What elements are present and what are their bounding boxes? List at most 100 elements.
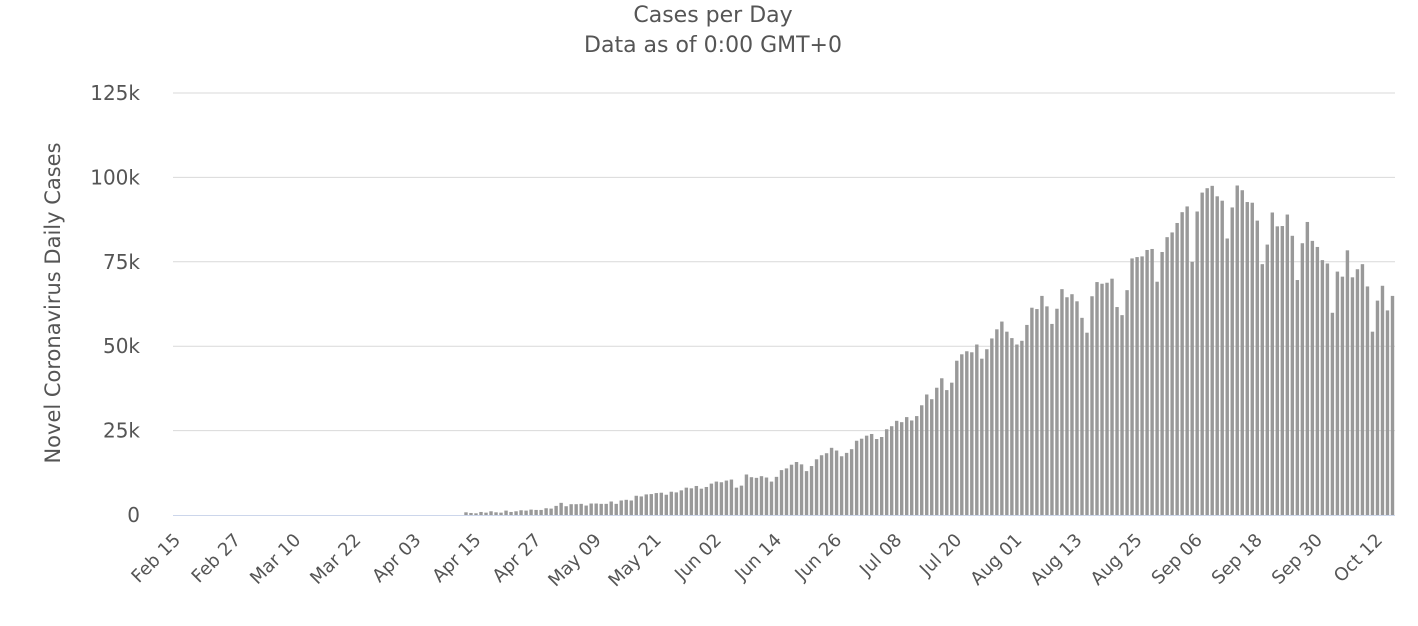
bar[interactable] <box>1345 250 1350 515</box>
bar[interactable] <box>1220 200 1224 515</box>
bar[interactable] <box>674 492 679 515</box>
bar[interactable] <box>1030 307 1034 515</box>
bar[interactable] <box>754 477 759 515</box>
bar[interactable] <box>1290 235 1295 516</box>
bar[interactable] <box>809 466 814 515</box>
bar[interactable] <box>739 485 744 515</box>
bar[interactable] <box>1350 277 1355 515</box>
bar[interactable] <box>1355 269 1360 515</box>
bar[interactable] <box>549 508 553 515</box>
bar[interactable] <box>554 505 558 515</box>
bar[interactable] <box>1285 214 1290 516</box>
bar[interactable] <box>935 387 939 515</box>
bar[interactable] <box>1380 285 1385 515</box>
bar[interactable] <box>1155 281 1159 515</box>
bar[interactable] <box>1105 282 1109 515</box>
bar[interactable] <box>940 378 944 515</box>
bar[interactable] <box>1340 276 1345 515</box>
bar[interactable] <box>1365 286 1370 515</box>
bar[interactable] <box>1140 256 1144 515</box>
bar[interactable] <box>659 492 664 515</box>
bar[interactable] <box>729 479 734 515</box>
bar[interactable] <box>764 477 769 515</box>
bar[interactable] <box>839 456 844 515</box>
bar[interactable] <box>574 504 578 515</box>
bar[interactable] <box>1150 248 1154 515</box>
bar[interactable] <box>1315 246 1320 515</box>
bar[interactable] <box>1190 261 1194 515</box>
bar[interactable] <box>604 503 608 515</box>
bar[interactable] <box>1065 297 1069 515</box>
bar[interactable] <box>970 352 974 515</box>
bar[interactable] <box>975 344 979 515</box>
bar[interactable] <box>1370 331 1375 515</box>
bar[interactable] <box>1060 289 1064 515</box>
bar[interactable] <box>1145 249 1149 516</box>
bar[interactable] <box>910 420 914 515</box>
bar[interactable] <box>679 490 684 515</box>
bar[interactable] <box>859 438 864 515</box>
bar[interactable] <box>559 502 563 515</box>
bar[interactable] <box>544 508 548 515</box>
bar[interactable] <box>724 480 729 515</box>
bar[interactable] <box>699 488 704 515</box>
bar[interactable] <box>589 503 593 515</box>
bar[interactable] <box>579 503 583 515</box>
bar[interactable] <box>1180 212 1184 516</box>
bar[interactable] <box>1270 212 1275 515</box>
bar[interactable] <box>1245 202 1249 516</box>
bar[interactable] <box>469 512 473 515</box>
bar[interactable] <box>1390 295 1395 515</box>
bar[interactable] <box>1210 185 1214 515</box>
bar[interactable] <box>704 486 709 515</box>
bar[interactable] <box>759 476 764 515</box>
bar[interactable] <box>899 422 904 515</box>
bar[interactable] <box>1230 207 1234 515</box>
bar[interactable] <box>584 505 588 515</box>
bar[interactable] <box>814 459 819 515</box>
bar[interactable] <box>829 447 834 515</box>
bar[interactable] <box>1300 243 1305 516</box>
bar[interactable] <box>719 482 724 515</box>
bar[interactable] <box>930 399 934 515</box>
bar[interactable] <box>634 495 638 515</box>
bar[interactable] <box>925 394 929 515</box>
bar[interactable] <box>774 476 779 515</box>
bar[interactable] <box>1160 252 1164 515</box>
bar[interactable] <box>920 405 924 515</box>
bar[interactable] <box>629 500 633 515</box>
bar[interactable] <box>1020 340 1024 515</box>
bar[interactable] <box>804 471 809 515</box>
bar[interactable] <box>1120 315 1124 515</box>
bar[interactable] <box>1075 301 1079 515</box>
bar[interactable] <box>1195 211 1199 516</box>
bar[interactable] <box>639 496 643 515</box>
bar[interactable] <box>960 354 964 515</box>
bar[interactable] <box>1130 258 1134 515</box>
bar[interactable] <box>1055 308 1059 515</box>
bar[interactable] <box>499 512 503 515</box>
bar[interactable] <box>884 429 889 515</box>
bar[interactable] <box>1125 290 1129 515</box>
bar[interactable] <box>1050 323 1054 515</box>
bar[interactable] <box>614 503 618 515</box>
bar[interactable] <box>1095 282 1099 515</box>
bar[interactable] <box>714 481 719 515</box>
bar[interactable] <box>1080 317 1084 515</box>
bar[interactable] <box>619 500 623 515</box>
bar[interactable] <box>915 416 919 515</box>
bar[interactable] <box>1135 257 1139 515</box>
bar[interactable] <box>1045 306 1049 515</box>
bar[interactable] <box>879 437 884 515</box>
bar[interactable] <box>514 511 518 515</box>
bar[interactable] <box>534 509 538 515</box>
bar[interactable] <box>1200 192 1204 515</box>
bar[interactable] <box>1330 312 1335 515</box>
bar[interactable] <box>664 494 669 515</box>
bar[interactable] <box>1375 300 1380 515</box>
bar[interactable] <box>844 452 849 515</box>
bar[interactable] <box>1305 221 1310 515</box>
bar[interactable] <box>564 506 568 515</box>
bar[interactable] <box>1250 202 1254 515</box>
bar[interactable] <box>950 382 954 515</box>
